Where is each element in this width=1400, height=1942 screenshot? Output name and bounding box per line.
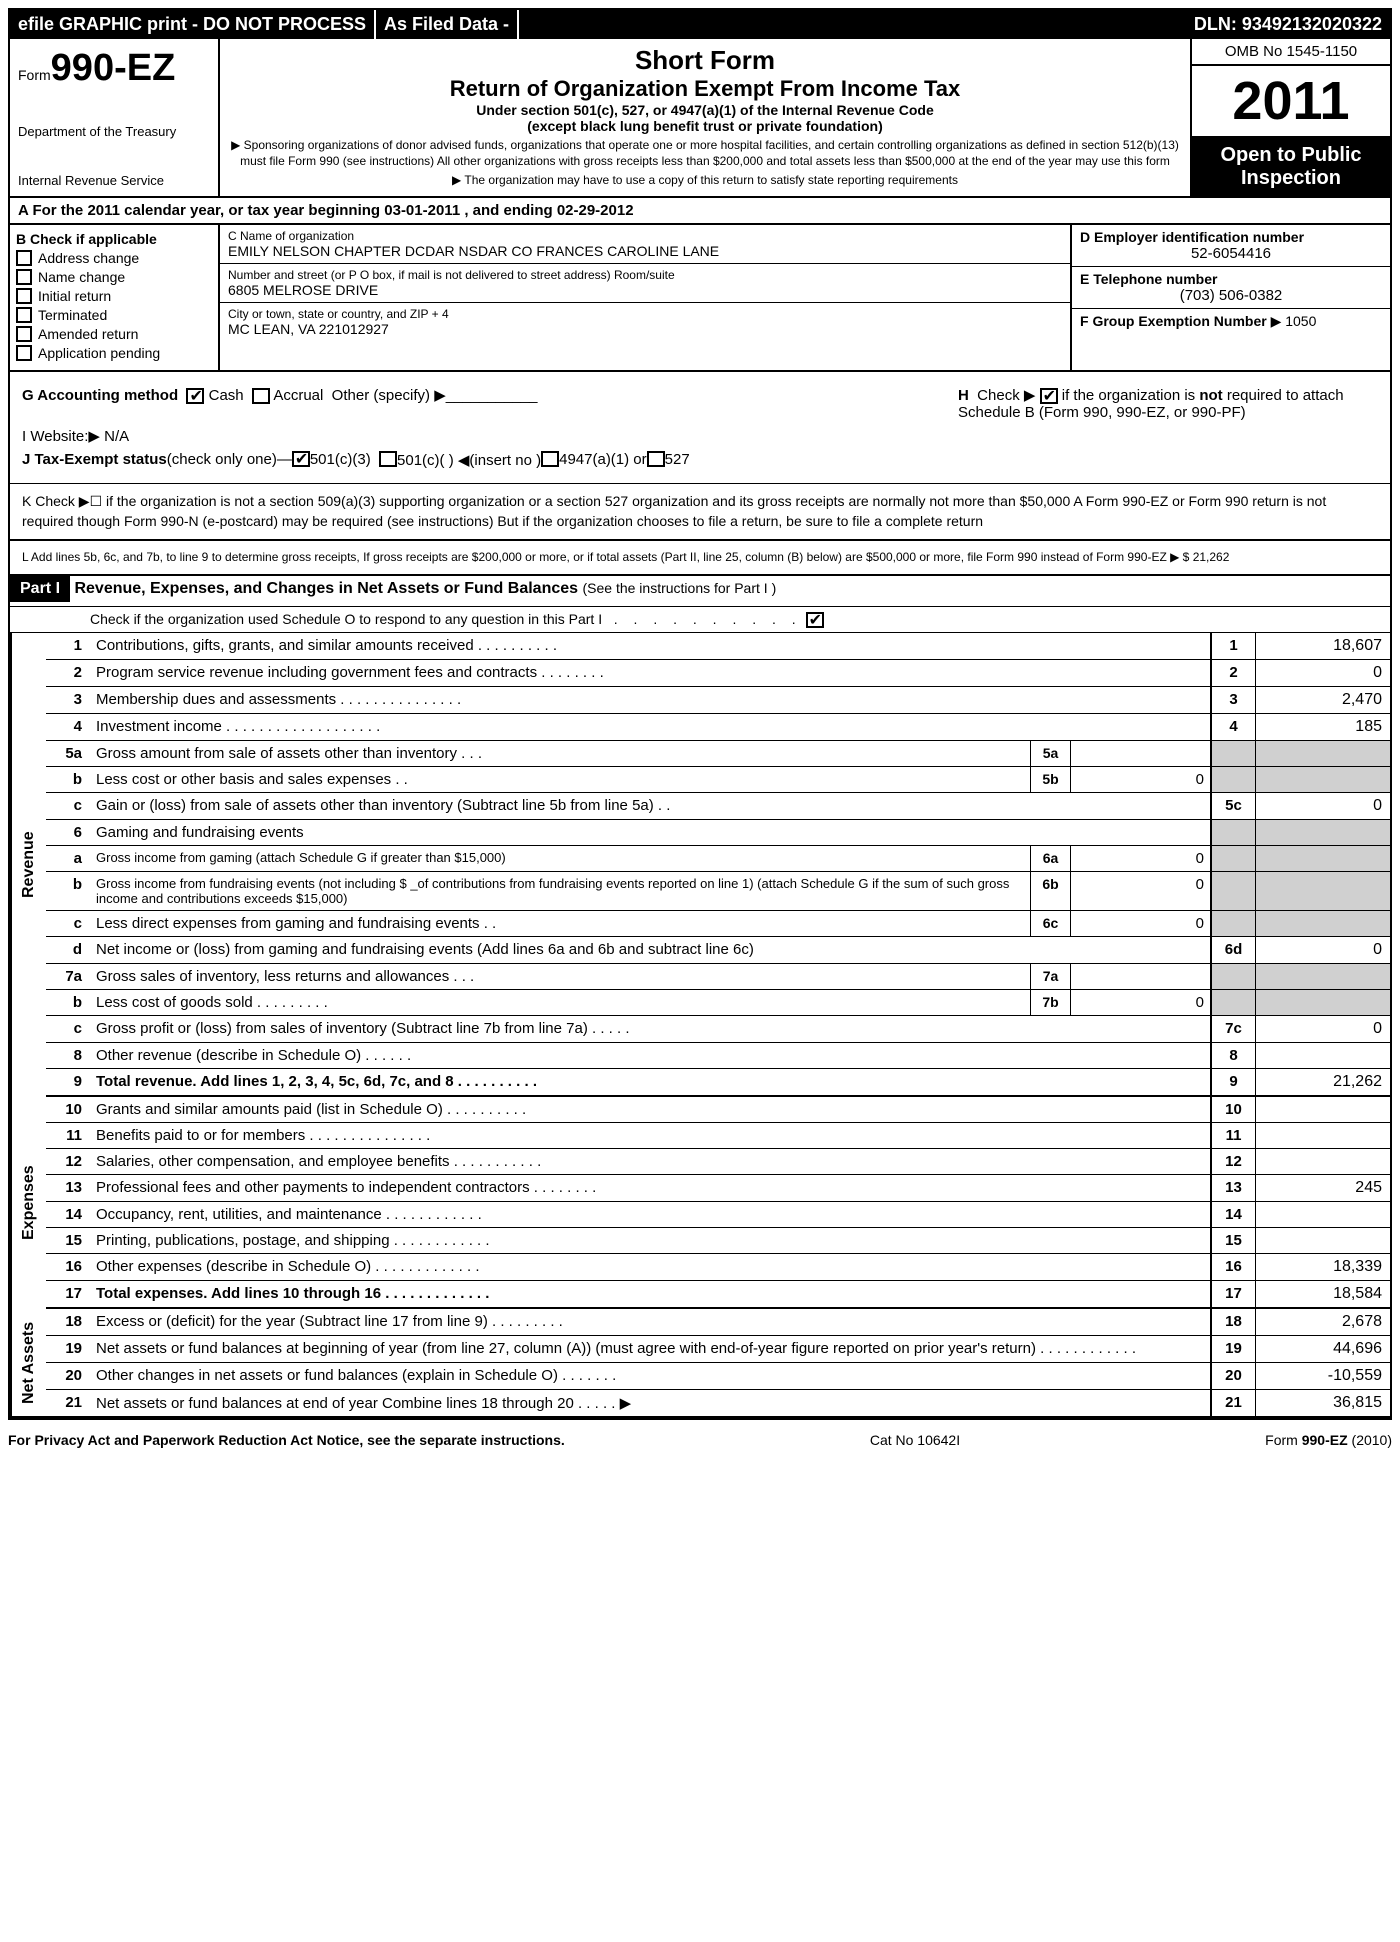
form-number: Form990-EZ (18, 47, 210, 90)
section-ghij: G Accounting method Cash Accrual Other (… (10, 372, 1390, 484)
checkbox-amended-return[interactable]: Amended return (16, 326, 212, 342)
footer: For Privacy Act and Paperwork Reduction … (0, 1428, 1400, 1452)
section-h: H Check ▶ if the organization is not req… (958, 386, 1378, 421)
checkbox-4947[interactable] (541, 451, 559, 467)
asfiled-label: As Filed Data - (376, 10, 519, 39)
subtitle-1: Under section 501(c), 527, or 4947(a)(1)… (230, 102, 1180, 118)
short-form-title: Short Form (230, 45, 1180, 76)
dln-label: DLN: 93492132020322 (1186, 10, 1390, 39)
column-def: D Employer identification number 52-6054… (1070, 225, 1390, 370)
checkbox-address-change[interactable]: Address change (16, 250, 212, 266)
footer-center: Cat No 10642I (870, 1432, 960, 1448)
subtitle-2: (except black lung benefit trust or priv… (230, 118, 1180, 134)
revenue-section: Revenue 1Contributions, gifts, grants, a… (10, 633, 1390, 1097)
checkbox-cash[interactable] (186, 388, 204, 404)
tax-exempt-row: J Tax-Exempt status(check only one)— 501… (22, 451, 1378, 469)
org-name-block: C Name of organization EMILY NELSON CHAP… (220, 225, 1070, 264)
header-right: OMB No 1545-1150 2011 Open to Public Ins… (1190, 39, 1390, 196)
part-i-check-row: Check if the organization used Schedule … (10, 607, 1390, 633)
column-c: C Name of organization EMILY NELSON CHAP… (220, 225, 1070, 370)
checkbox-name-change[interactable]: Name change (16, 269, 212, 285)
website-row: I Website:▶ N/A (22, 427, 1378, 445)
top-bar: efile GRAPHIC print - DO NOT PROCESS As … (10, 10, 1390, 39)
expenses-section: Expenses 10Grants and similar amounts pa… (10, 1097, 1390, 1309)
header-section: Form990-EZ Department of the Treasury In… (10, 39, 1390, 198)
checkbox-initial-return[interactable]: Initial return (16, 288, 212, 304)
form-container: efile GRAPHIC print - DO NOT PROCESS As … (8, 8, 1392, 1420)
form-title-box: Form990-EZ Department of the Treasury In… (10, 39, 220, 196)
col-b-header: B Check if applicable (16, 231, 212, 247)
omb-number: OMB No 1545-1150 (1192, 39, 1390, 66)
dept-irs: Internal Revenue Service (18, 173, 210, 188)
group-exemption-block: F Group Exemption Number ▶ 1050 (1072, 309, 1390, 334)
efile-label: efile GRAPHIC print - DO NOT PROCESS (10, 10, 376, 39)
part-i-header: Part I Revenue, Expenses, and Changes in… (10, 576, 1390, 607)
header-note-1: ▶ Sponsoring organizations of donor advi… (230, 138, 1180, 169)
part-i-sub: (See the instructions for Part I ) (582, 580, 776, 596)
section-l: L Add lines 5b, 6c, and 7b, to line 9 to… (10, 541, 1390, 576)
header-note-2: ▶ The organization may have to use a cop… (230, 173, 1180, 189)
column-b: B Check if applicable Address change Nam… (10, 225, 220, 370)
checkbox-schedule-b[interactable] (1040, 388, 1058, 404)
dept-treasury: Department of the Treasury (18, 124, 210, 139)
checkbox-schedule-o-part1[interactable] (806, 612, 824, 628)
checkbox-501c[interactable] (379, 451, 397, 467)
revenue-side-label: Revenue (10, 633, 46, 1097)
checkbox-501c3[interactable] (292, 451, 310, 467)
checkbox-terminated[interactable]: Terminated (16, 307, 212, 323)
main-title: Return of Organization Exempt From Incom… (230, 76, 1180, 102)
accounting-method: G Accounting method Cash Accrual Other (… (22, 386, 958, 404)
checkbox-527[interactable] (647, 451, 665, 467)
org-city-block: City or town, state or country, and ZIP … (220, 303, 1070, 341)
checkbox-application-pending[interactable]: Application pending (16, 345, 212, 361)
row-a-tax-year: A For the 2011 calendar year, or tax yea… (10, 198, 1390, 225)
expenses-side-label: Expenses (10, 1097, 46, 1309)
open-public-label: Open to Public Inspection (1192, 138, 1390, 196)
tax-year: 2011 (1192, 66, 1390, 138)
ein-block: D Employer identification number 52-6054… (1072, 225, 1390, 267)
checkbox-accrual[interactable] (252, 388, 270, 404)
footer-left: For Privacy Act and Paperwork Reduction … (8, 1432, 565, 1448)
header-center: Short Form Return of Organization Exempt… (220, 39, 1190, 196)
org-address-block: Number and street (or P O box, if mail i… (220, 264, 1070, 303)
section-bcdef: B Check if applicable Address change Nam… (10, 225, 1390, 372)
part-i-label: Part I (10, 576, 70, 602)
netassets-side-label: Net Assets (10, 1309, 46, 1416)
part-i-title: Revenue, Expenses, and Changes in Net As… (74, 580, 578, 597)
netassets-section: Net Assets 18Excess or (deficit) for the… (10, 1309, 1390, 1418)
phone-block: E Telephone number (703) 506-0382 (1072, 267, 1390, 309)
section-k: K Check ▶☐ if the organization is not a … (10, 484, 1390, 541)
footer-right: Form 990-EZ (2010) (1265, 1432, 1392, 1448)
